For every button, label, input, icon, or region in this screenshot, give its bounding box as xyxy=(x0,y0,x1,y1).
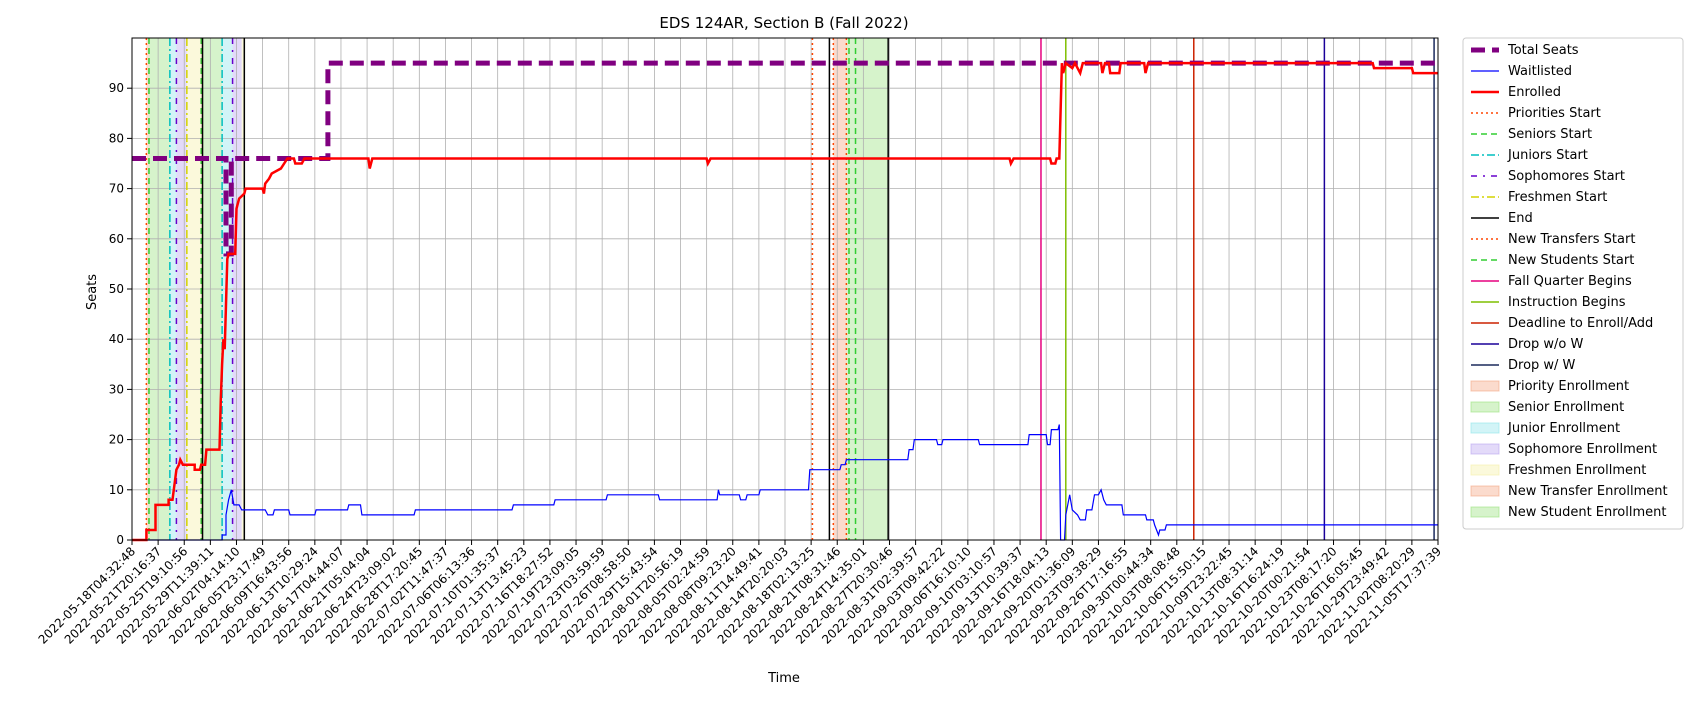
series-lines xyxy=(132,60,1438,542)
y-tick-label-30: 30 xyxy=(109,382,124,396)
legend-swatch-new-student-enrollment xyxy=(1470,506,1500,518)
legend-label-freshmen-enrollment: Freshmen Enrollment xyxy=(1508,463,1646,478)
legend-label-waitlisted: Waitlisted xyxy=(1508,64,1572,79)
y-tick-label-20: 20 xyxy=(109,433,124,447)
legend-label-deadline-to-enroll-add: Deadline to Enroll/Add xyxy=(1508,316,1653,331)
series-enrolled xyxy=(132,60,1438,542)
y-tick-label-50: 50 xyxy=(109,282,124,296)
legend-label-fall-quarter-begins: Fall Quarter Begins xyxy=(1508,274,1632,289)
y-tick-label-90: 90 xyxy=(109,81,124,95)
legend: Total Seats Waitlisted Enrolled Priorities … xyxy=(1462,37,1684,530)
legend-label-priority-enrollment: Priority Enrollment xyxy=(1508,379,1629,394)
series-total-seats xyxy=(132,60,1438,257)
legend-label-sophomore-enrollment: Sophomore Enrollment xyxy=(1508,442,1657,457)
legend-frame xyxy=(1462,37,1684,530)
y-tick-label-70: 70 xyxy=(109,182,124,196)
legend-swatch-sophomore-enrollment xyxy=(1470,443,1500,455)
legend-label-total-seats: Total Seats xyxy=(1507,43,1579,58)
y-tick-label-0: 0 xyxy=(116,533,124,547)
y-tick-label-80: 80 xyxy=(109,131,124,145)
legend-label-juniors-start: Juniors Start xyxy=(1507,148,1588,163)
y-tick-label-10: 10 xyxy=(109,483,124,497)
legend-label-drop-w-o-w: Drop w/o W xyxy=(1508,337,1584,352)
legend-label-sophomores-start: Sophomores Start xyxy=(1508,169,1625,184)
legend-swatch-freshmen-enrollment xyxy=(1470,464,1500,476)
x-axis-title: Time xyxy=(767,671,800,686)
legend-label-senior-enrollment: Senior Enrollment xyxy=(1508,400,1624,415)
y-tick-label-40: 40 xyxy=(109,332,124,346)
event-markers xyxy=(145,38,1435,540)
x-axis-ticks: 2022-05-18T04:32:482022-05-21T20:16:3720… xyxy=(36,540,1444,647)
y-axis-ticks: 0 10 20 30 40 50 60 70 80 90 xyxy=(109,81,132,547)
y-tick-label-60: 60 xyxy=(109,232,124,246)
series-waitlisted xyxy=(132,424,1438,541)
legend-label-enrolled: Enrolled xyxy=(1508,85,1561,100)
legend-label-seniors-start: Seniors Start xyxy=(1508,127,1592,142)
legend-label-new-transfers-start: New Transfers Start xyxy=(1508,232,1635,247)
legend-label-drop-w-w: Drop w/ W xyxy=(1508,358,1576,373)
legend-label-new-student-enrollment: New Student Enrollment xyxy=(1508,505,1666,520)
legend-swatch-priority-enrollment xyxy=(1470,380,1500,392)
legend-label-priorities-start: Priorities Start xyxy=(1508,106,1601,121)
y-axis-title: Seats xyxy=(85,274,100,310)
legend-label-new-transfer-enrollment: New Transfer Enrollment xyxy=(1508,484,1668,499)
legend-label-junior-enrollment: Junior Enrollment xyxy=(1507,421,1620,436)
chart-title: EDS 124AR, Section B (Fall 2022) xyxy=(659,14,908,32)
legend-label-new-students-start: New Students Start xyxy=(1508,253,1634,268)
legend-swatch-new-transfer-enrollment xyxy=(1470,485,1500,497)
legend-label-end: End xyxy=(1508,211,1533,226)
legend-swatch-senior-enrollment xyxy=(1470,401,1500,413)
legend-swatch-junior-enrollment xyxy=(1470,422,1500,434)
legend-label-freshmen-start: Freshmen Start xyxy=(1508,190,1607,205)
legend-label-instruction-begins: Instruction Begins xyxy=(1508,295,1626,310)
